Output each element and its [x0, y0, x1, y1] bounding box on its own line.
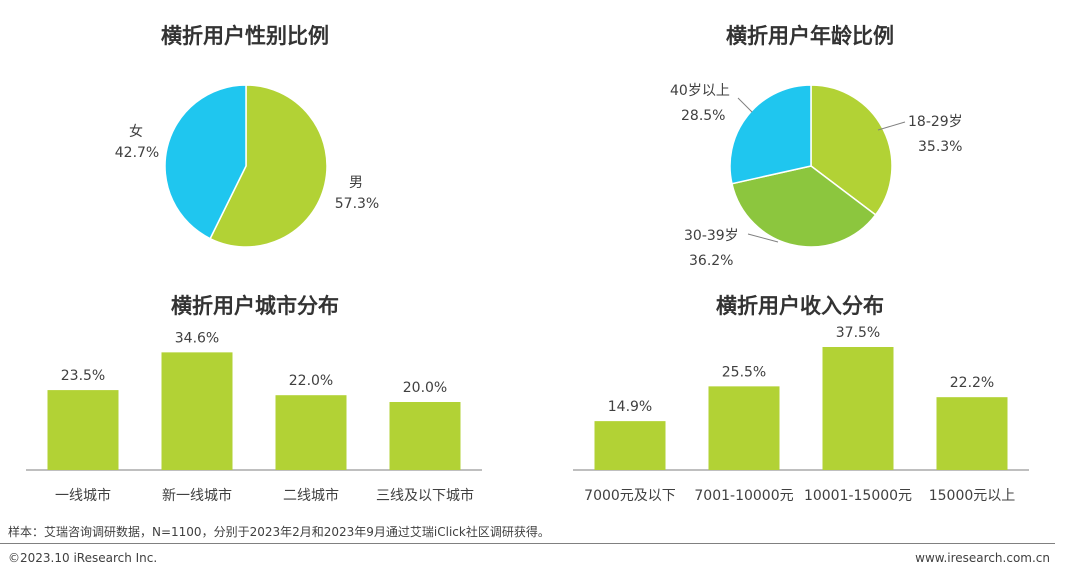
- city-category-label-2: 二线城市: [283, 487, 339, 504]
- city-bar-2: [275, 395, 347, 470]
- income-bar-3: [936, 397, 1008, 470]
- footer-divider: [0, 543, 1055, 544]
- age-18-29-label: 18-29岁: [908, 114, 963, 130]
- gender-chart-title: 横折用户性别比例: [161, 24, 329, 48]
- website-link[interactable]: www.iresearch.com.cn: [915, 551, 1050, 565]
- gender-female-value: 42.7%: [114, 145, 160, 161]
- city-value-label-0: 23.5%: [61, 368, 105, 384]
- gender-pie-slice-1: [164, 84, 247, 240]
- age-18-29-value: 35.3%: [918, 139, 963, 155]
- copyright-text: ©2023.10 iResearch Inc.: [8, 551, 158, 565]
- city-category-label-0: 一线城市: [55, 487, 111, 504]
- income-chart-title: 横折用户收入分布: [716, 294, 884, 318]
- age-30-39-value: 36.2%: [689, 253, 734, 269]
- income-bar-2: [822, 347, 894, 470]
- city-bar-3: [389, 402, 461, 470]
- income-bar-1: [708, 386, 780, 470]
- age-40plus-label: 40岁以上: [670, 83, 730, 99]
- age-30-39-leader: [747, 233, 779, 243]
- city-value-label-3: 20.0%: [403, 380, 447, 396]
- income-value-label-3: 22.2%: [950, 375, 994, 391]
- city-value-label-1: 34.6%: [175, 330, 219, 346]
- gender-male-label: 男: [349, 175, 363, 191]
- income-category-label-0: 7000元及以下: [584, 488, 676, 504]
- city-category-label-1: 新一线城市: [162, 487, 232, 504]
- age-pie-slice-0: [810, 84, 893, 216]
- income-value-label-0: 14.9%: [608, 399, 652, 415]
- income-category-label-1: 7001-10000元: [694, 488, 793, 504]
- age-40plus-leader: [737, 97, 753, 113]
- gender-female-label: 女: [129, 124, 143, 140]
- age-chart-title: 横折用户年龄比例: [726, 24, 894, 48]
- gender-pie-slice-0: [209, 84, 328, 248]
- age-30-39-label: 30-39岁: [684, 228, 739, 244]
- city-category-label-3: 三线及以下城市: [376, 487, 474, 504]
- city-chart-title: 横折用户城市分布: [171, 294, 339, 318]
- income-value-label-2: 37.5%: [836, 325, 880, 341]
- age-pie-slice-2: [729, 84, 812, 185]
- income-category-label-3: 15000元以上: [929, 488, 1016, 504]
- city-value-label-2: 22.0%: [289, 373, 333, 389]
- city-bar-0: [47, 390, 119, 470]
- city-bar-1: [161, 352, 233, 470]
- income-value-label-1: 25.5%: [722, 364, 766, 380]
- age-pie-slice-1: [731, 165, 877, 248]
- gender-male-value: 57.3%: [334, 196, 380, 212]
- age-40plus-value: 28.5%: [681, 108, 726, 124]
- age-18-29-leader: [877, 121, 906, 131]
- income-category-label-2: 10001-15000元: [804, 488, 912, 504]
- source-note: 样本：艾瑞咨询调研数据，N=1100，分别于2023年2月和2023年9月通过艾…: [8, 525, 550, 539]
- income-bar-0: [594, 421, 666, 470]
